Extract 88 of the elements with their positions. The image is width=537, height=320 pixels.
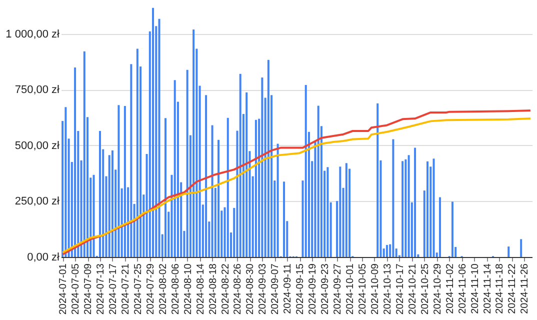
bar xyxy=(92,174,95,257)
bar xyxy=(414,148,416,257)
bar xyxy=(451,202,454,257)
x-tick-label: 2024-08-02 xyxy=(158,263,169,315)
x-tick-label: 2024-10-17 xyxy=(394,263,406,315)
bar xyxy=(124,106,126,257)
bar xyxy=(508,246,510,257)
x-tick-label: 2024-10-09 xyxy=(370,263,381,315)
x-tick-label: 2024-09-19 xyxy=(308,263,319,315)
bar xyxy=(317,106,320,257)
bar xyxy=(211,125,214,257)
x-tick-label: 2024-11-02 xyxy=(444,263,456,314)
x-tick-label: 2024-11-14 xyxy=(482,263,494,314)
y-tick-label: 1 000,00 zł xyxy=(6,28,60,40)
bar xyxy=(404,159,407,257)
bar xyxy=(402,161,404,257)
x-tick-label: 2024-07-01 xyxy=(58,263,70,315)
x-tick-label: 2024-07-13 xyxy=(95,263,106,315)
bar xyxy=(267,60,270,257)
x-tick-label: 2024-09-07 xyxy=(270,263,282,315)
x-tick-label: 2024-10-01 xyxy=(345,263,356,315)
x-tick-label: 2024-09-15 xyxy=(295,263,306,315)
x-tick-label: 2024-08-10 xyxy=(182,263,194,315)
x-tick-label: 2024-11-26 xyxy=(520,263,531,314)
bar xyxy=(432,158,435,257)
y-tick-label: 500,00 zł xyxy=(14,140,60,152)
bar xyxy=(426,161,429,257)
x-tick-label: 2024-08-26 xyxy=(232,263,244,315)
bar xyxy=(226,118,229,257)
x-tick-label: 2024-11-10 xyxy=(470,263,481,314)
x-tick-label: 2024-07-09 xyxy=(83,263,94,315)
bar xyxy=(326,167,329,257)
y-tick-label: 250,00 zł xyxy=(14,196,60,208)
bar xyxy=(246,92,248,257)
bar xyxy=(276,144,279,257)
bar xyxy=(186,70,188,257)
bar xyxy=(111,150,114,257)
x-tick-label: 2024-07-29 xyxy=(145,263,156,315)
x-tick-label: 2024-09-03 xyxy=(258,263,269,315)
x-tick-label: 2024-10-29 xyxy=(432,263,444,315)
x-tick-label: 2024-07-21 xyxy=(120,263,132,315)
x-tick-label: 2024-07-25 xyxy=(132,263,144,315)
bar xyxy=(192,30,195,257)
bar xyxy=(164,118,166,257)
bar xyxy=(304,85,307,257)
x-tick-label: 2024-08-18 xyxy=(208,263,219,315)
x-tick-label: 2024-10-25 xyxy=(420,263,431,315)
bar xyxy=(158,18,160,257)
bar xyxy=(64,107,67,257)
x-tick-label: 2024-09-23 xyxy=(320,263,332,315)
bar xyxy=(283,182,286,257)
bar xyxy=(136,48,138,257)
bar xyxy=(438,197,441,257)
x-tick-label: 2024-07-05 xyxy=(70,263,82,315)
x-tick-label: 2024-10-05 xyxy=(358,263,369,315)
bar xyxy=(83,51,86,257)
x-tick-label: 2024-10-21 xyxy=(407,263,418,315)
x-tick-label: 2024-11-06 xyxy=(457,263,468,314)
bar xyxy=(254,120,257,257)
bar xyxy=(408,155,410,257)
bar xyxy=(386,244,388,257)
bar xyxy=(376,103,379,257)
bar xyxy=(74,67,76,257)
bar xyxy=(520,239,522,257)
bar xyxy=(345,163,348,257)
bar xyxy=(205,95,208,257)
bar xyxy=(174,80,176,257)
x-tick-label: 2024-08-06 xyxy=(170,263,182,315)
bar xyxy=(261,77,264,257)
bar xyxy=(392,139,394,257)
x-tick-label: 2024-09-11 xyxy=(282,263,294,314)
x-tick-label: 2024-10-13 xyxy=(382,263,394,315)
bar xyxy=(130,64,132,257)
bar xyxy=(118,105,120,257)
bar xyxy=(339,166,342,257)
x-tick-label: 2024-08-30 xyxy=(245,263,256,315)
x-tick-label: 2024-08-22 xyxy=(220,263,232,315)
x-tick-label: 2024-09-27 xyxy=(332,263,344,315)
bar xyxy=(152,8,154,257)
x-tick-label: 2024-11-22 xyxy=(507,263,518,314)
y-tick-label: 750,00 zł xyxy=(14,84,60,96)
y-tick-label: 0,00 zł xyxy=(27,252,60,264)
bar xyxy=(98,131,101,257)
bar xyxy=(239,74,242,257)
x-tick-label: 2024-11-18 xyxy=(494,263,506,314)
x-tick-label: 2024-08-14 xyxy=(195,263,206,315)
x-tick-label: 2024-07-17 xyxy=(108,263,119,315)
bar xyxy=(218,140,220,257)
